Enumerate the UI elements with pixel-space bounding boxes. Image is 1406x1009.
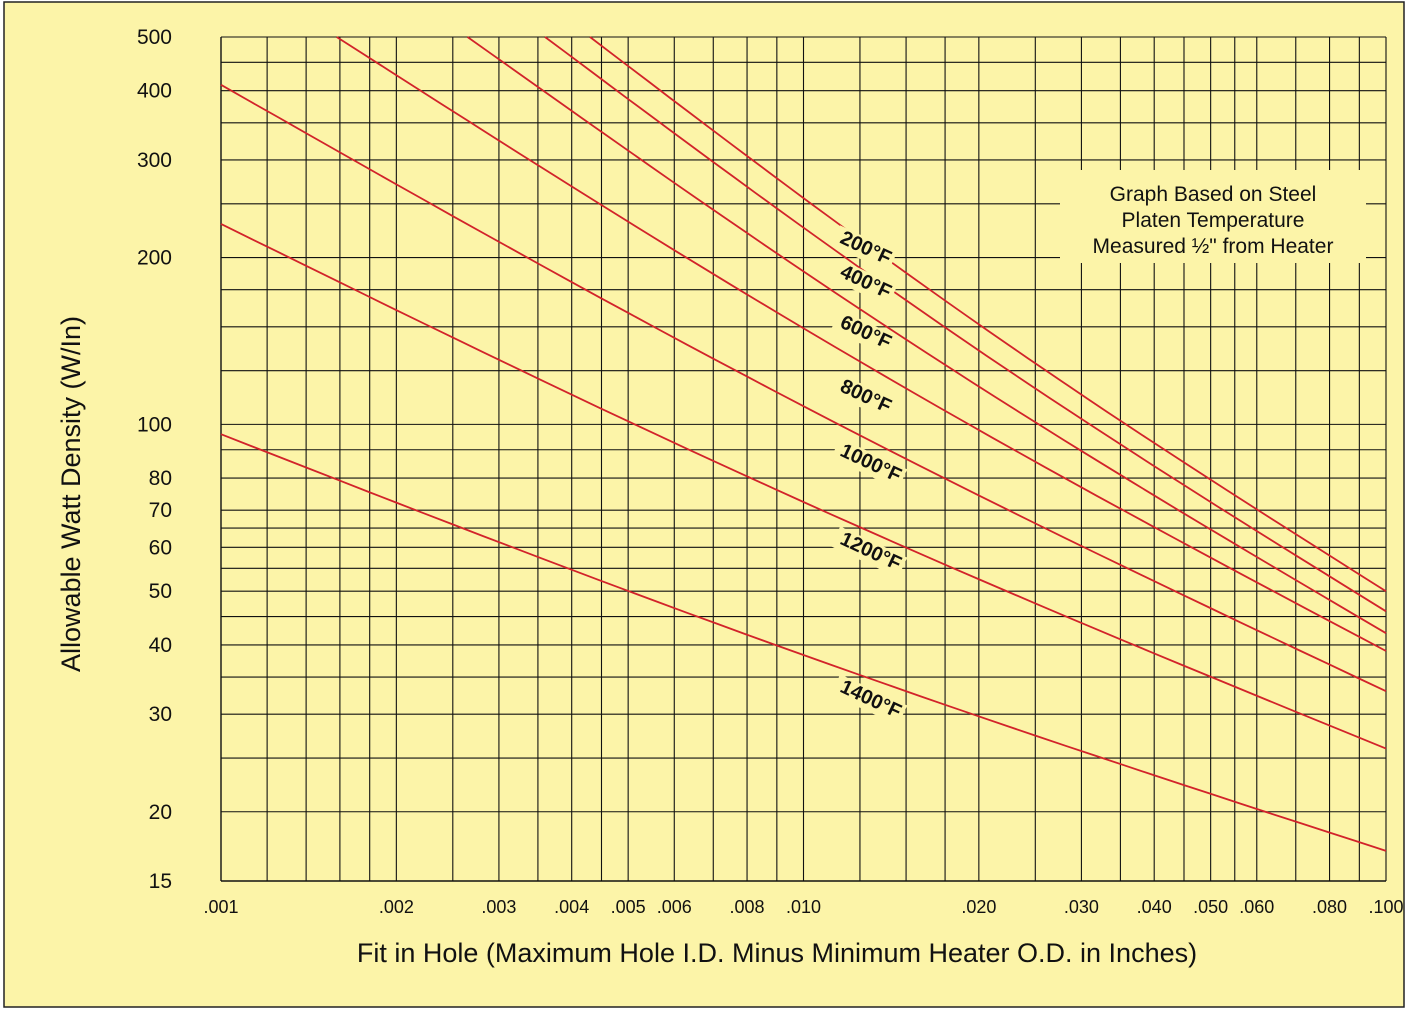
- curve-label-bg: [830, 674, 908, 726]
- x-tick-label: .002: [379, 897, 414, 917]
- y-tick-label: 20: [149, 801, 172, 824]
- curve-line: [220, 223, 1387, 750]
- x-axis-title: Fit in Hole (Maximum Hole I.D. Minus Min…: [357, 938, 1197, 968]
- y-tick-label: 50: [149, 580, 172, 603]
- y-tick-label: 100: [137, 413, 172, 436]
- curve-label-bg: [830, 259, 898, 306]
- y-tick-label: 30: [149, 703, 172, 726]
- x-tick-labels: .001 .002 .003 .004 .005 .006 .008 .010 .020 .030…: [203, 897, 1403, 917]
- curve-label-bg: [830, 225, 898, 272]
- grid: [220, 36, 1387, 882]
- curves: [220, 36, 1387, 852]
- y-tick-label: 80: [149, 467, 172, 490]
- x-tick-label: .010: [786, 897, 821, 917]
- curve-label-bg: [830, 373, 898, 421]
- curve-label-bg: [830, 309, 898, 357]
- y-tick-label: 15: [149, 870, 172, 893]
- y-tick-label: 40: [149, 634, 172, 657]
- y-tick-label: 400: [137, 80, 172, 103]
- curve-line: [220, 84, 1387, 693]
- y-tick-label: 70: [149, 499, 172, 522]
- x-tick-label: .001: [203, 897, 238, 917]
- y-tick-label: 300: [137, 149, 172, 172]
- x-tick-label: .005: [611, 897, 646, 917]
- x-tick-label: .006: [657, 897, 692, 917]
- note-background: [1060, 170, 1366, 263]
- y-tick-label: 60: [149, 536, 172, 559]
- x-tick-label: .040: [1137, 897, 1172, 917]
- curve-line: [336, 36, 1387, 652]
- y-axis-title: Allowable Watt Density (W/In): [56, 316, 86, 672]
- x-tick-label: .100: [1368, 897, 1403, 917]
- chart-background: [3, 1, 1405, 1008]
- x-tick-label: .003: [481, 897, 516, 917]
- curve-line: [544, 36, 1387, 613]
- x-tick-label: .004: [554, 897, 589, 917]
- x-tick-label: .030: [1064, 897, 1099, 917]
- note-line: Graph Based on Steel: [1110, 183, 1317, 206]
- curve-line: [589, 36, 1387, 592]
- x-tick-label: .008: [730, 897, 765, 917]
- x-tick-label: .080: [1312, 897, 1347, 917]
- y-tick-label: 200: [137, 247, 172, 270]
- note-line: Measured ½" from Heater: [1093, 235, 1334, 258]
- note-box: Graph Based on Steel Platen Temperature Me…: [1060, 170, 1366, 263]
- y-tick-label: 500: [137, 26, 172, 49]
- x-tick-label: .020: [961, 897, 996, 917]
- y-tick-labels: 15 20 30 40 50 60 70 80 100 200 300 400 500: [137, 26, 172, 893]
- curve-label-bg: [830, 438, 908, 490]
- curve-label-bg: [830, 526, 908, 578]
- note-line: Platen Temperature: [1122, 209, 1305, 232]
- curve-line: [466, 36, 1387, 634]
- x-tick-label: .050: [1193, 897, 1228, 917]
- curve-line: [220, 433, 1387, 852]
- x-tick-label: .060: [1239, 897, 1274, 917]
